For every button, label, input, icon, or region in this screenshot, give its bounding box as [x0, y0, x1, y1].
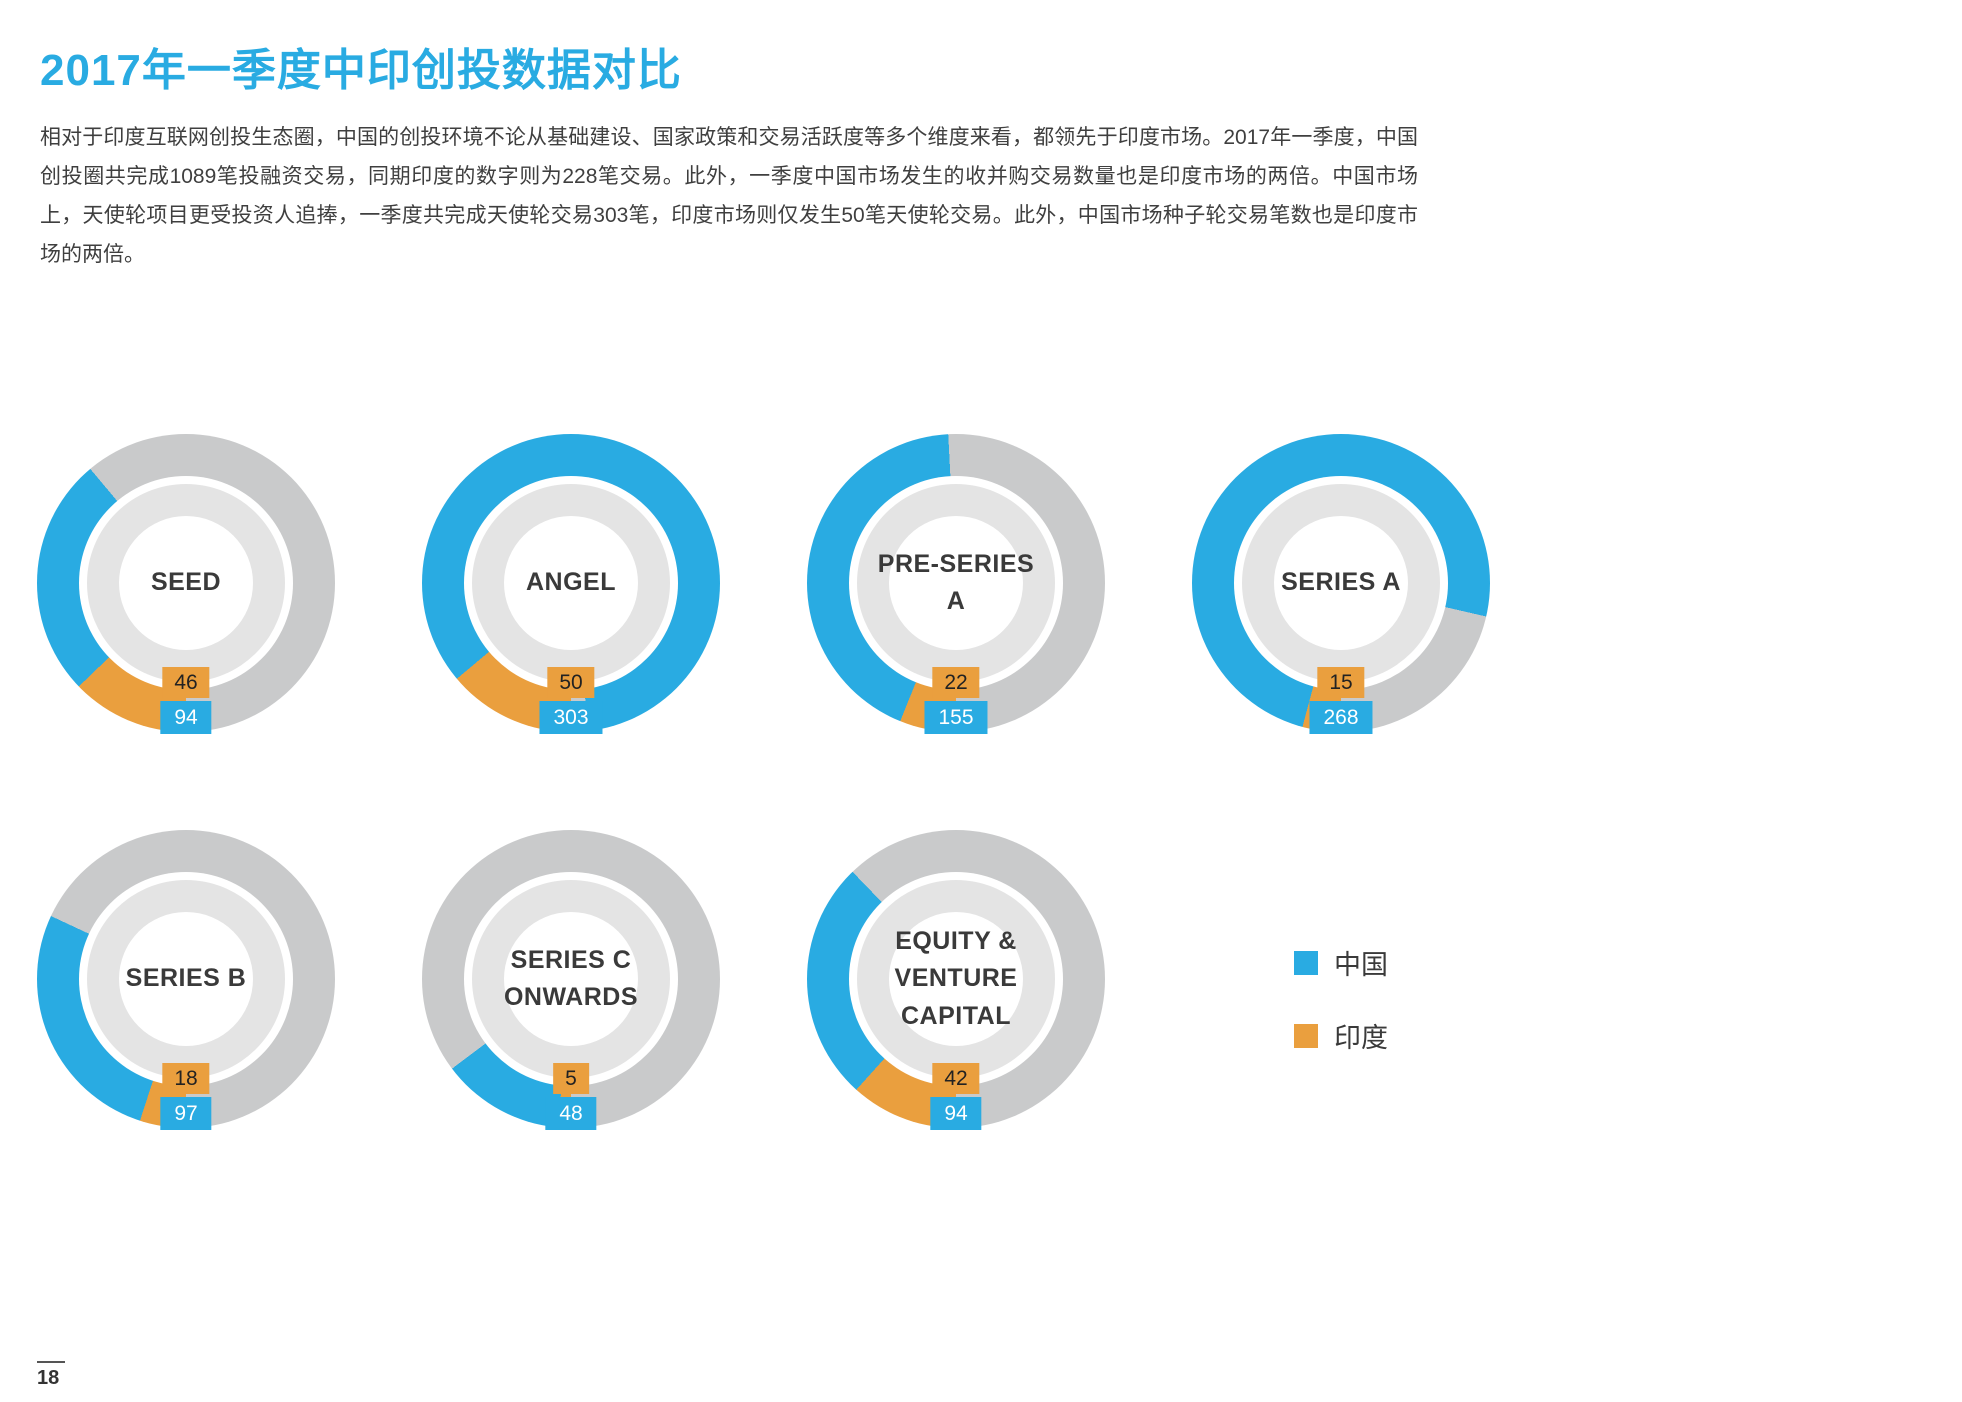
legend-label-india: 印度	[1334, 1023, 1388, 1053]
donut-stage-label: EQUITY & VENTURE CAPITAL	[894, 926, 1018, 1030]
china-value-chip: 155	[924, 701, 988, 734]
donut-ring: SERIES B 18 97	[37, 830, 335, 1130]
china-value-chip: 94	[930, 1097, 982, 1130]
donut-chart-seed: SEED 46 94	[37, 434, 422, 734]
legend-item-india: 印度	[1294, 1016, 1577, 1055]
india-color-swatch	[1294, 1023, 1318, 1048]
donut-chart-pre-series-a: PRE-SERIES A 22 155	[807, 434, 1192, 734]
india-value-chip: 5	[553, 1063, 589, 1094]
china-value-chip: 94	[160, 701, 212, 734]
donut-center	[504, 516, 638, 650]
donut-ring: SERIES A 15 268	[1192, 434, 1490, 734]
india-value-chip: 22	[932, 667, 980, 698]
donut-chart-grid: SEED 46 94 ANGEL 50 303 PRE-SERIES A 22 155 SERIE…	[37, 434, 1922, 1130]
donut-stage-label: SERIES C ONWARDS	[503, 945, 639, 1012]
donut-center	[889, 516, 1023, 650]
china-value-chip: 48	[545, 1097, 597, 1130]
donut-ring: SERIES C ONWARDS 5 48	[422, 830, 720, 1130]
donut-stage-label: SERIES A	[1281, 568, 1401, 597]
page-title: 2017年一季度中印创投数据对比	[40, 46, 682, 95]
donut-chart-series-c-onwards: SERIES C ONWARDS 5 48	[422, 830, 807, 1130]
donut-ring: SEED 46 94	[37, 434, 335, 734]
donut-center	[119, 912, 253, 1046]
india-value-chip: 46	[162, 667, 210, 698]
donut-chart-series-a: SERIES A 15 268	[1192, 434, 1577, 734]
intro-paragraph: 相对于印度互联网创投生态圈，中国的创投环境不论从基础建设、国家政策和交易活跃度等…	[40, 126, 1418, 266]
legend-label-china: 中国	[1334, 950, 1388, 980]
donut-ring: EQUITY & VENTURE CAPITAL 42 94	[807, 830, 1105, 1130]
donut-center	[119, 516, 253, 650]
china-value-chip: 268	[1309, 701, 1373, 734]
chart-legend: 中国 印度	[1192, 870, 1577, 1128]
donut-chart-angel: ANGEL 50 303	[422, 434, 807, 734]
donut-chart-equity-venture-capital: EQUITY & VENTURE CAPITAL 42 94	[807, 830, 1192, 1130]
donut-ring: PRE-SERIES A 22 155	[807, 434, 1105, 734]
page-number: 18	[37, 1361, 65, 1390]
china-value-chip: 97	[160, 1097, 212, 1130]
china-color-swatch	[1294, 950, 1318, 975]
donut-stage-label: SEED	[150, 568, 222, 597]
india-value-chip: 18	[162, 1063, 210, 1094]
donut-stage-label: SERIES B	[125, 964, 247, 993]
donut-stage-label: PRE-SERIES A	[877, 549, 1035, 616]
donut-center	[889, 912, 1023, 1046]
india-value-chip: 50	[547, 667, 595, 698]
donut-center	[1274, 516, 1408, 650]
india-value-chip: 42	[932, 1063, 980, 1094]
donut-stage-label: ANGEL	[526, 568, 616, 597]
donut-chart-series-b: SERIES B 18 97	[37, 830, 422, 1130]
india-value-chip: 15	[1317, 667, 1365, 698]
china-value-chip: 303	[539, 701, 603, 734]
donut-center	[504, 912, 638, 1046]
donut-ring: ANGEL 50 303	[422, 434, 720, 734]
legend-item-china: 中国	[1294, 943, 1577, 982]
